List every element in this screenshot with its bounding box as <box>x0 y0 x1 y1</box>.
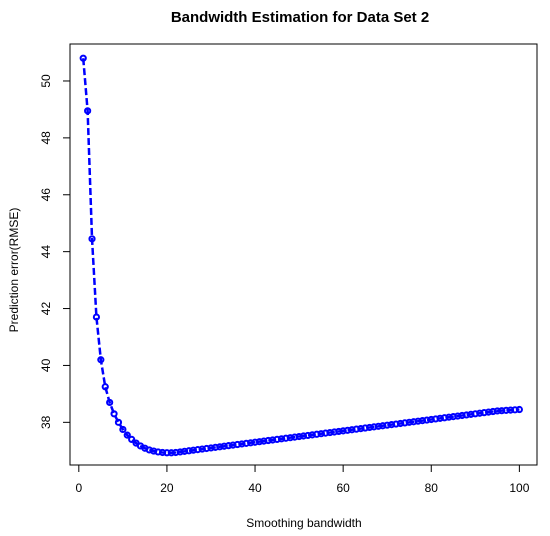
y-tick-label: 40 <box>39 358 53 372</box>
data-point <box>88 235 96 243</box>
x-tick-label: 60 <box>336 481 350 495</box>
plot-frame <box>69 43 538 466</box>
x-tick-label: 80 <box>425 481 439 495</box>
x-axis-label: Smoothing bandwidth <box>246 516 361 530</box>
data-point <box>123 431 131 439</box>
data-point <box>119 425 127 434</box>
y-tick-label: 46 <box>39 188 53 202</box>
data-point <box>106 398 114 407</box>
x-tick-label: 0 <box>75 481 82 495</box>
y-tick-label: 48 <box>39 131 53 145</box>
y-tick-label: 38 <box>39 415 53 429</box>
x-tick-label: 20 <box>160 481 174 495</box>
data-point <box>515 405 523 414</box>
y-axis-label: Prediction error(RMSE) <box>7 208 21 333</box>
data-point <box>79 54 87 62</box>
y-tick-label: 44 <box>39 245 53 259</box>
data-point <box>92 313 101 321</box>
data-point <box>110 410 118 418</box>
data-point <box>114 418 123 426</box>
y-axis: 38 40 42 44 46 48 50 <box>39 74 70 429</box>
data-point <box>128 435 136 443</box>
x-tick-label: 100 <box>509 481 529 495</box>
data-point <box>101 383 109 391</box>
x-tick-label: 40 <box>248 481 262 495</box>
y-tick-label: 50 <box>39 74 53 88</box>
series-line <box>81 58 520 455</box>
x-axis: 0 20 40 60 80 100 <box>75 465 530 495</box>
data-point <box>97 356 105 364</box>
data-point <box>84 107 92 115</box>
chart-title: Bandwidth Estimation for Data Set 2 <box>171 9 429 26</box>
series-layer <box>79 54 523 457</box>
y-tick-label: 42 <box>39 302 53 316</box>
